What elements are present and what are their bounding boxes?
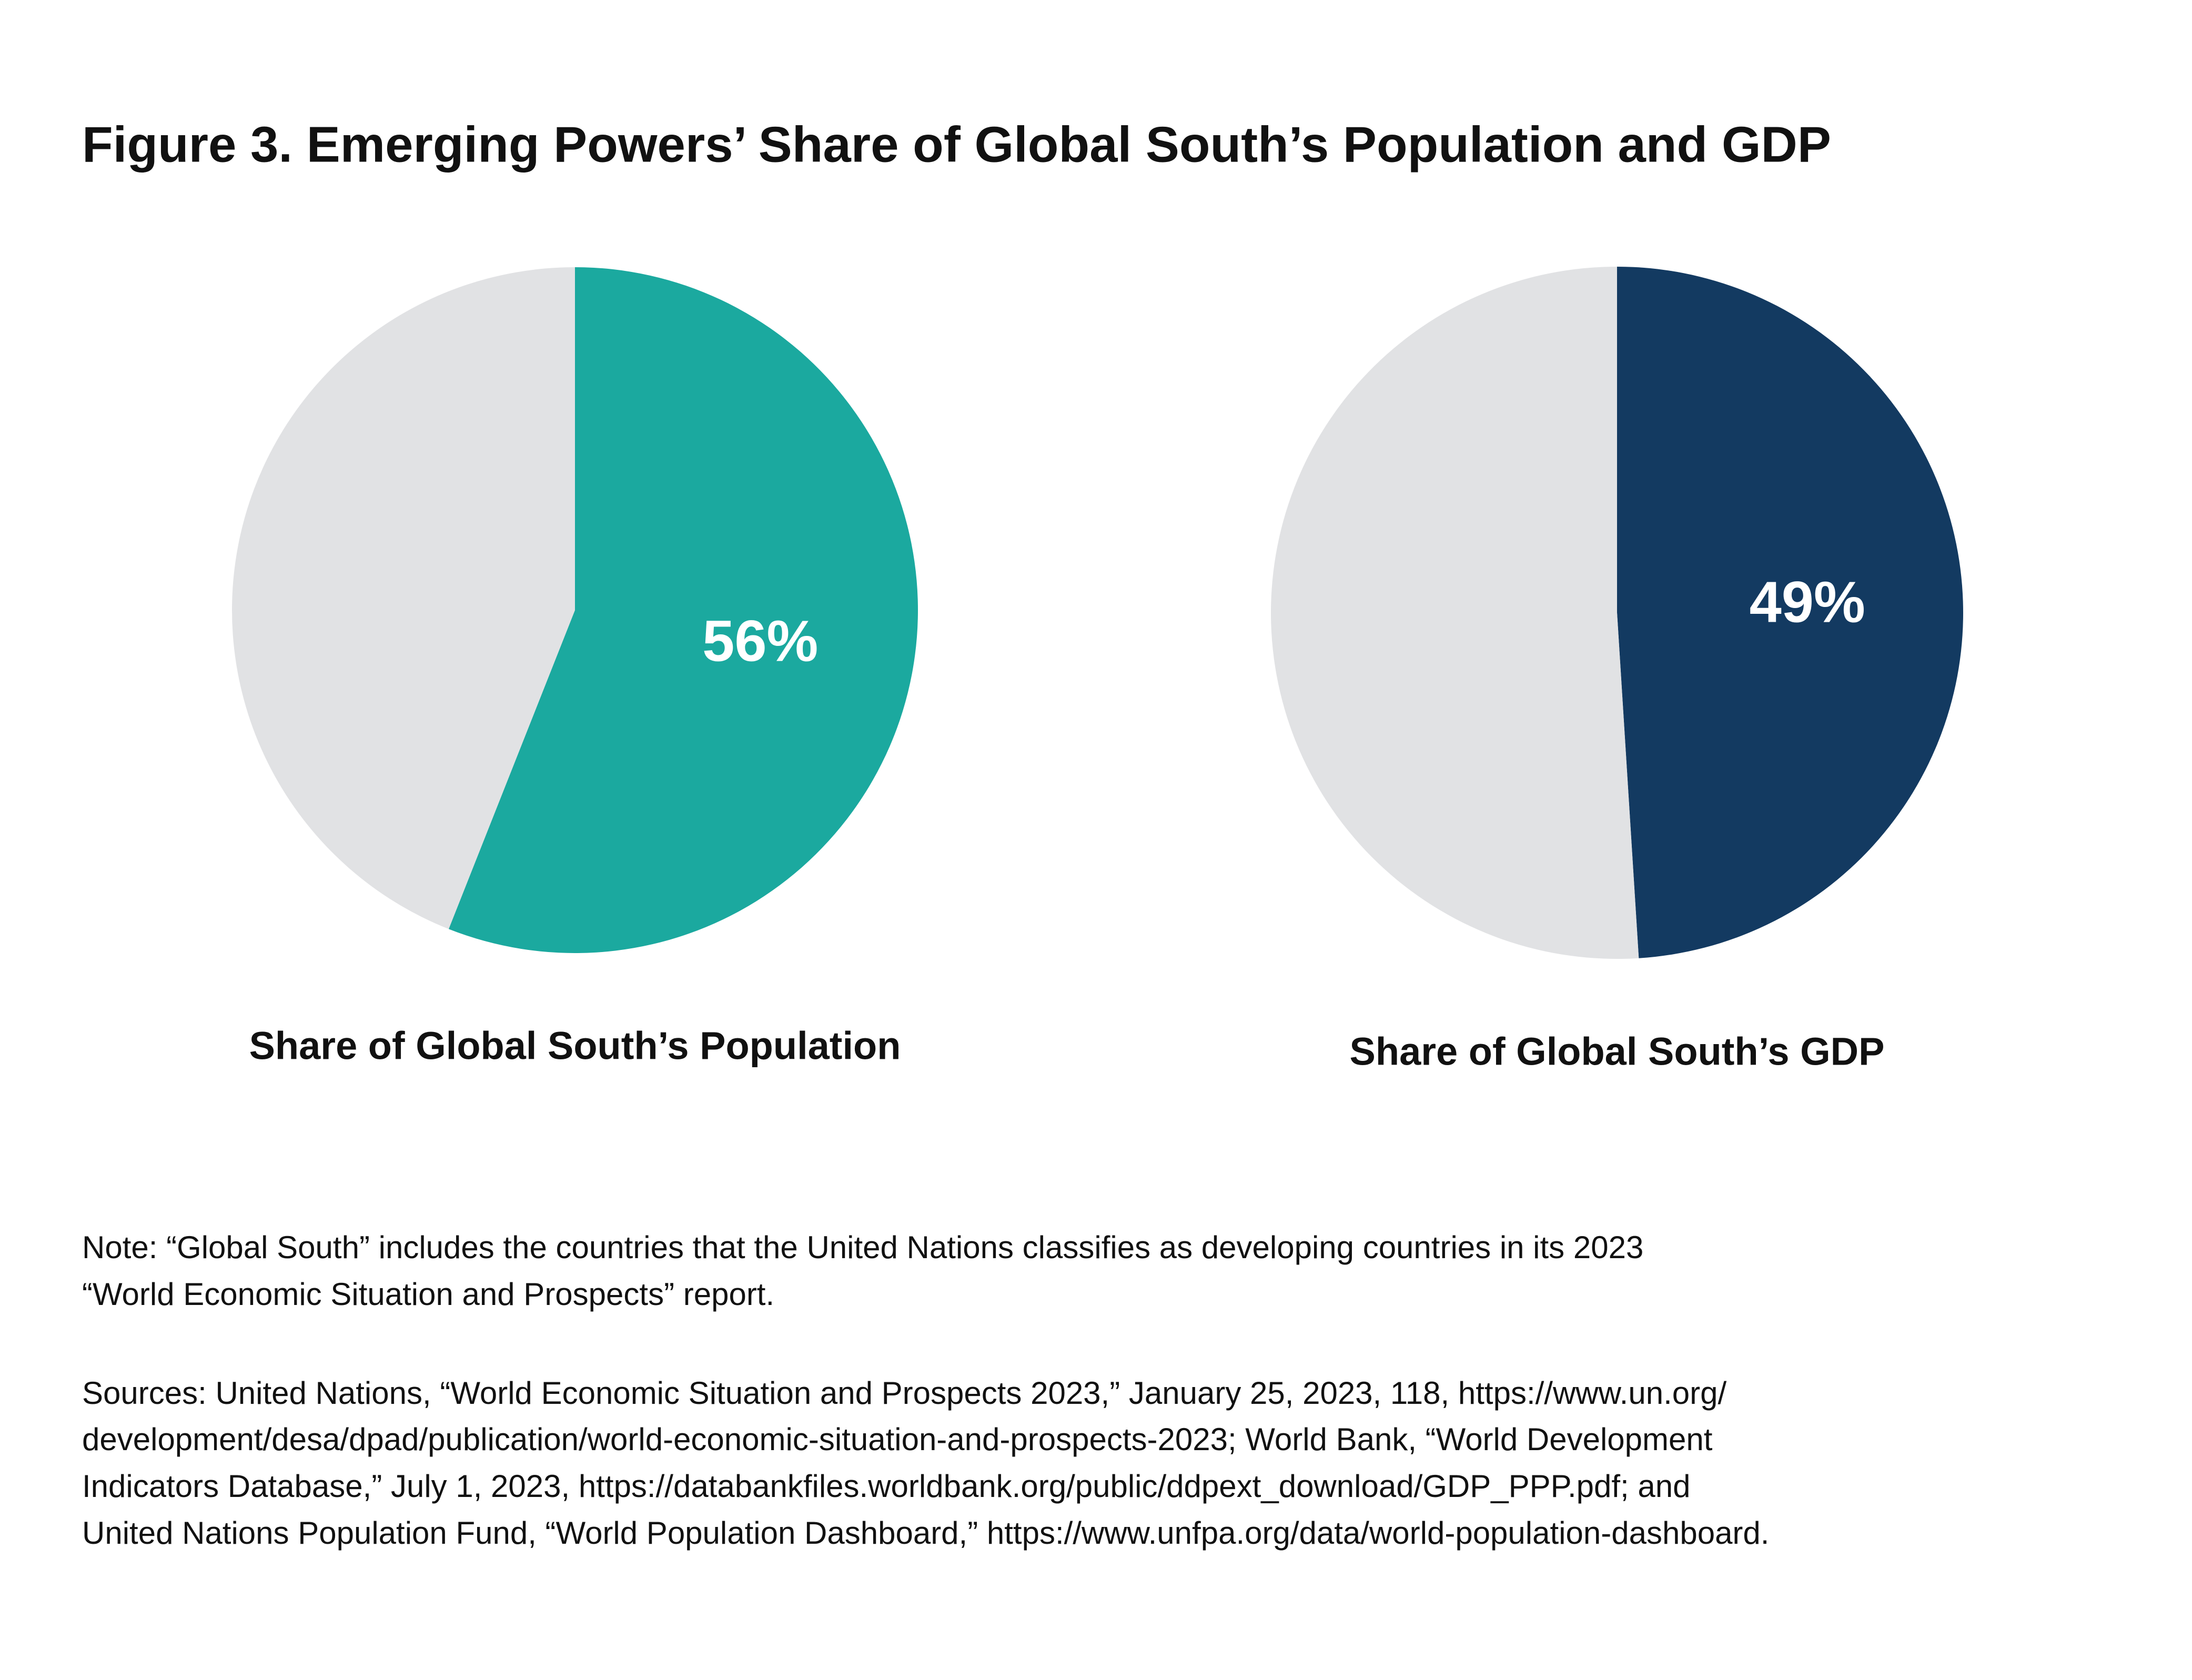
- pie-slice: [448, 267, 918, 954]
- sources: Indicators Database,” July 1, 2023, http…: [82, 1469, 1690, 1504]
- pie-slice: [232, 267, 575, 929]
- chart-title: Figure 3. Emerging Powers’ Share of Glob…: [82, 116, 1831, 173]
- sources: Sources: United Nations, “World Economic…: [82, 1375, 1726, 1411]
- sources: United Nations Population Fund, “World P…: [82, 1515, 1769, 1551]
- note: Note: “Global South” includes the countr…: [82, 1230, 1643, 1265]
- value-label: 56%: [702, 609, 818, 673]
- pie-caption: Share of Global South’s Population: [249, 1024, 901, 1068]
- pie-slice: [1617, 267, 1963, 958]
- value-label: 49%: [1750, 570, 1865, 635]
- sources: development/desa/dpad/publication/world-…: [82, 1422, 1713, 1457]
- note: “World Economic Situation and Prospects”…: [82, 1277, 774, 1312]
- pie-caption: Share of Global South’s GDP: [1350, 1030, 1885, 1074]
- pie-slice: [1270, 267, 1639, 959]
